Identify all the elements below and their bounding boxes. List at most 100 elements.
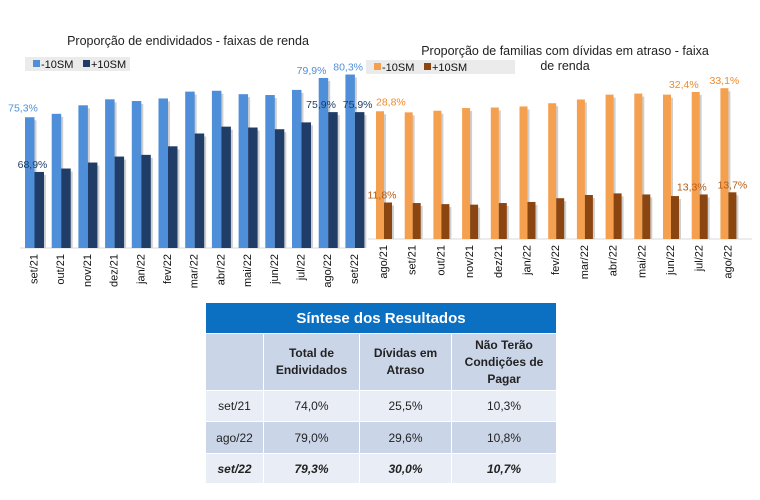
data-label: 11,8% [368,190,397,202]
tick-label: jul/22 [694,245,706,272]
bar-+10SM-fev/22 [556,198,565,239]
data-label: 32,4% [669,79,699,91]
bar--10SM-ago/22 [720,88,729,240]
tick-label: jan/22 [522,245,534,276]
tick-label: abr/22 [215,254,227,285]
tick-label: nov/21 [82,254,94,287]
bar-+10SM-mai/22 [642,194,651,239]
bar--10SM-jun/22 [265,95,275,248]
bar-+10SM-ago/21 [384,202,392,239]
bar-+10SM-jun/22 [274,129,285,248]
bar--10SM-dez/21 [490,107,499,240]
bar-+10SM-mar/22 [584,194,593,239]
cell: 79,3% [263,453,360,484]
cell: set/22 [205,453,264,484]
bar--10SM-abr/22 [605,94,614,240]
data-label: 33,1% [710,75,740,87]
bar-+10SM-jul/22 [699,194,708,239]
bar--10SM-ago/22 [318,77,329,248]
chart1-title: Proporção de endividados - faixas de ren… [67,34,309,48]
data-label: 80,3% [333,62,363,74]
data-label: 13,3% [677,181,707,193]
bar--10SM-mar/22 [185,91,195,248]
bar-+10SM-jun/22 [671,196,679,239]
tick-label: jul/22 [296,254,308,281]
table-row: set/22 79,3% 30,0% 10,7% [205,453,557,484]
tick-label: nov/21 [464,245,476,278]
bar--10SM-set/21 [25,117,35,248]
bar-+10SM-mai/22 [248,127,258,248]
tick-label: mar/22 [189,254,201,288]
bar-+10SM-set/22 [354,112,365,248]
cell: 79,0% [263,421,360,454]
cell: 30,0% [359,453,452,484]
bar-+10SM-abr/22 [613,193,622,239]
bar-+10SM-set/21 [412,203,421,239]
bar-+10SM-abr/22 [221,126,231,248]
legend-label-0: -10SM [382,62,414,74]
tick-label: ago/21 [378,245,390,279]
bar-+10SM-nov/21 [470,204,479,239]
bar--10SM-jan/22 [131,101,142,248]
legend-swatch-1 [424,63,431,70]
bar--10SM-out/21 [51,113,62,248]
tick-label: jun/22 [269,254,281,285]
tick-label: mar/22 [579,245,591,279]
bar--10SM-jul/22 [691,91,700,239]
bar--10SM-mai/22 [634,93,643,240]
bar-+10SM-ago/22 [328,112,338,248]
data-label: 28,8% [376,96,406,108]
bar-+10SM-nov/21 [87,162,98,248]
tick-label: fev/22 [550,245,562,275]
bar-+10SM-jan/22 [141,154,151,248]
legend-swatch-0 [33,60,40,67]
chart2-title-line1: Proporção de familias com dívidas em atr… [421,44,709,58]
cell: 74,0% [263,390,360,422]
bar-+10SM-fev/22 [168,146,178,248]
data-label: 75,3% [8,102,38,114]
bar-+10SM-out/21 [61,168,71,248]
results-table: Síntese dos Resultados Total de Endivida… [205,302,557,484]
tick-label: out/21 [435,245,447,276]
bar-+10SM-jul/22 [301,122,311,248]
tick-label: mai/22 [636,245,648,278]
bar--10SM-mar/22 [576,99,585,239]
cell: 25,5% [359,390,452,422]
cell: ago/22 [205,421,264,454]
chart2-title-line2: de renda [540,59,589,73]
tick-label: set/22 [349,254,361,284]
legend-swatch-0 [374,63,381,70]
bar-+10SM-dez/21 [498,203,507,239]
cell: set/21 [205,390,264,422]
cell: 29,6% [359,421,452,454]
data-label: 13,7% [718,179,748,191]
data-label: 75,9% [306,99,336,111]
legend-label-1: +10SM [432,62,467,74]
cell: 10,7% [451,453,557,484]
bar--10SM-ago/21 [376,111,384,239]
bar--10SM-fev/22 [548,103,557,240]
charts-area: Proporção de endividados - faixas de ren… [8,34,752,288]
data-label: 68,9% [18,159,48,171]
bar--10SM-set/21 [404,112,413,239]
tick-label: mai/22 [242,254,254,287]
bar-+10SM-set/21 [34,171,44,248]
bar--10SM-mai/22 [238,94,249,248]
bar-+10SM-jan/22 [527,201,536,239]
bar-+10SM-ago/22 [728,192,737,239]
tick-label: ago/22 [722,245,734,279]
bar--10SM-nov/21 [462,108,471,239]
tick-label: dez/21 [109,254,121,287]
header-empty [205,333,264,391]
table-row: set/21 74,0% 25,5% 10,3% [205,390,557,422]
tick-label: dez/21 [493,245,505,278]
legend-bg [25,57,130,71]
cell: 10,8% [451,421,557,454]
table-row: ago/22 79,0% 29,6% 10,8% [205,421,557,454]
bar--10SM-abr/22 [211,90,222,248]
bar-+10SM-dez/21 [114,156,125,248]
legend-bg [366,60,515,74]
legend-label-1: +10SM [91,59,126,71]
cell: 10,3% [451,390,557,422]
bar-+10SM-mar/22 [194,133,205,248]
